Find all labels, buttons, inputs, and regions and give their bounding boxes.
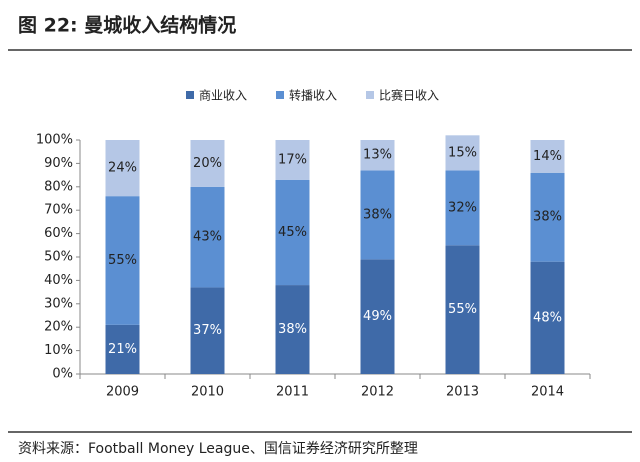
- x-tick-label: 2012: [361, 385, 394, 400]
- x-tick-label: 2013: [446, 385, 479, 400]
- legend-swatch: [276, 91, 284, 99]
- bar-segment: [105, 324, 140, 374]
- legend-label: 商业收入: [199, 88, 247, 103]
- y-tick-label: 30%: [44, 296, 73, 311]
- data-label: 32%: [448, 200, 477, 215]
- x-tick-label: 2010: [191, 385, 224, 400]
- bar-segment: [190, 186, 225, 288]
- x-tick-label: 2011: [276, 385, 309, 400]
- chart-title: 图 22: 曼城收入结构情况: [18, 14, 236, 37]
- data-label: 21%: [108, 342, 137, 357]
- data-label: 49%: [363, 309, 392, 324]
- bar-segment: [445, 135, 480, 171]
- bar-segment: [190, 140, 225, 187]
- data-label: 45%: [278, 225, 307, 240]
- y-tick-label: 80%: [44, 179, 73, 194]
- data-label: 43%: [193, 230, 222, 245]
- bar-segment: [530, 172, 565, 262]
- bar-segment: [275, 140, 310, 180]
- bar-segment: [360, 170, 395, 260]
- legend-swatch: [366, 91, 374, 99]
- y-tick-label: 50%: [44, 250, 73, 265]
- y-tick-label: 70%: [44, 203, 73, 218]
- data-label: 48%: [533, 310, 562, 325]
- data-label: 55%: [448, 302, 477, 317]
- data-label: 24%: [108, 161, 137, 176]
- legend-label: 转播收入: [289, 88, 337, 103]
- x-tick-label: 2009: [106, 385, 139, 400]
- data-label: 13%: [363, 148, 392, 163]
- data-label: 38%: [363, 207, 392, 222]
- bar-segment: [190, 287, 225, 374]
- data-label: 37%: [193, 323, 222, 338]
- y-tick-label: 60%: [44, 226, 73, 241]
- data-label: 55%: [108, 253, 137, 268]
- data-label: 38%: [278, 322, 307, 337]
- bar-segment: [105, 140, 140, 197]
- bar-segment: [530, 261, 565, 374]
- bar-segment: [360, 259, 395, 374]
- legend-swatch: [186, 91, 194, 99]
- source: 资料来源：Football Money League、国信证券经济研究所整理: [18, 441, 418, 457]
- y-tick-label: 0%: [52, 367, 73, 382]
- x-tick-label: 2014: [531, 385, 564, 400]
- y-tick-label: 100%: [36, 133, 73, 148]
- y-tick-label: 40%: [44, 273, 73, 288]
- bar-segment: [360, 140, 395, 171]
- data-label: 20%: [193, 156, 222, 171]
- bar-segment: [275, 179, 310, 286]
- legend-label: 比赛日收入: [379, 88, 439, 103]
- y-tick-label: 20%: [44, 320, 73, 335]
- bar-segment: [275, 285, 310, 374]
- data-label: 17%: [278, 152, 307, 167]
- bar-segment: [530, 140, 565, 173]
- bar-segment: [445, 245, 480, 374]
- bar-segment: [445, 170, 480, 246]
- data-label: 15%: [448, 145, 477, 160]
- data-label: 38%: [533, 210, 562, 225]
- data-label: 14%: [533, 149, 562, 164]
- y-tick-label: 10%: [44, 343, 73, 358]
- bar-segment: [105, 196, 140, 325]
- y-tick-label: 90%: [44, 156, 73, 171]
